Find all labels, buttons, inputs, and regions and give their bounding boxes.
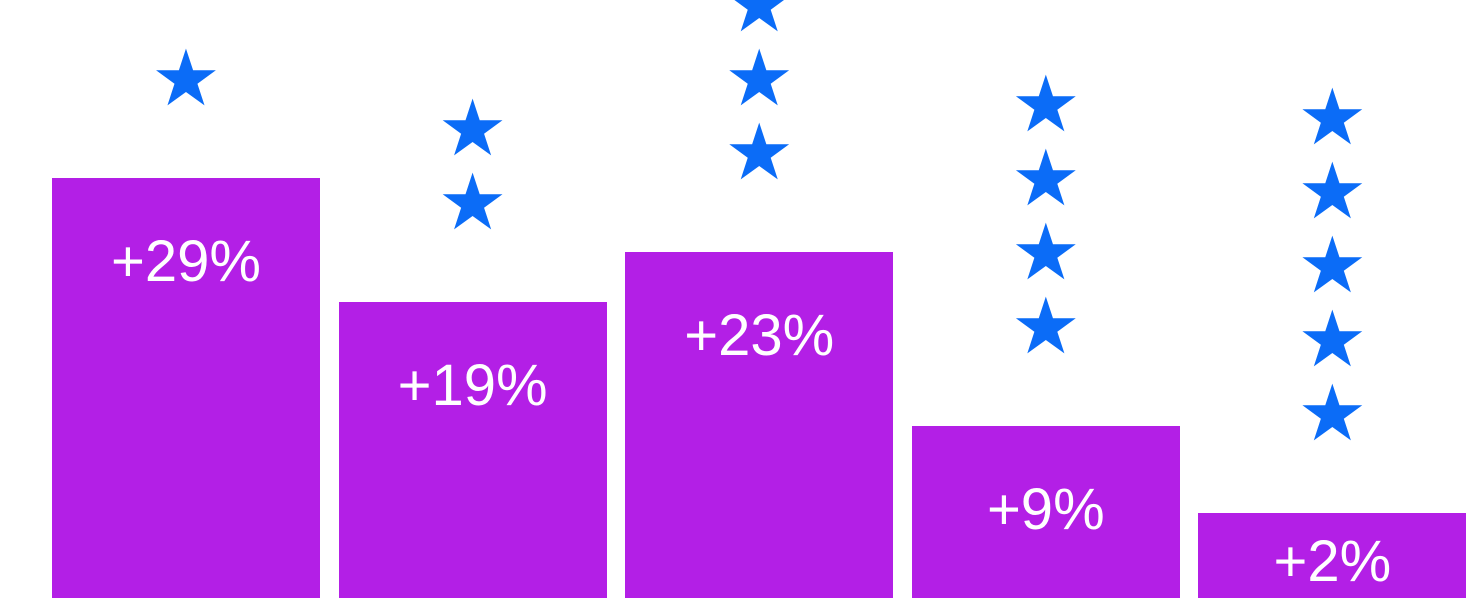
bar <box>911 426 1180 598</box>
bar <box>1198 513 1467 598</box>
bar <box>52 178 320 598</box>
value-label: +9% <box>986 477 1105 543</box>
value-label: +2% <box>1273 529 1392 594</box>
star-rating: ★★★★★ <box>1297 73 1368 460</box>
value-label: +29% <box>111 229 261 294</box>
value-label: +19% <box>397 353 548 419</box>
bar <box>625 252 894 598</box>
star-rating: ★★★★ <box>1010 60 1081 373</box>
star-rating: ★★ <box>437 84 508 249</box>
star-rating: ★ <box>151 34 221 124</box>
value-label: +23% <box>684 303 835 369</box>
bar <box>338 302 607 598</box>
star-rating: ★★★ <box>724 0 795 199</box>
